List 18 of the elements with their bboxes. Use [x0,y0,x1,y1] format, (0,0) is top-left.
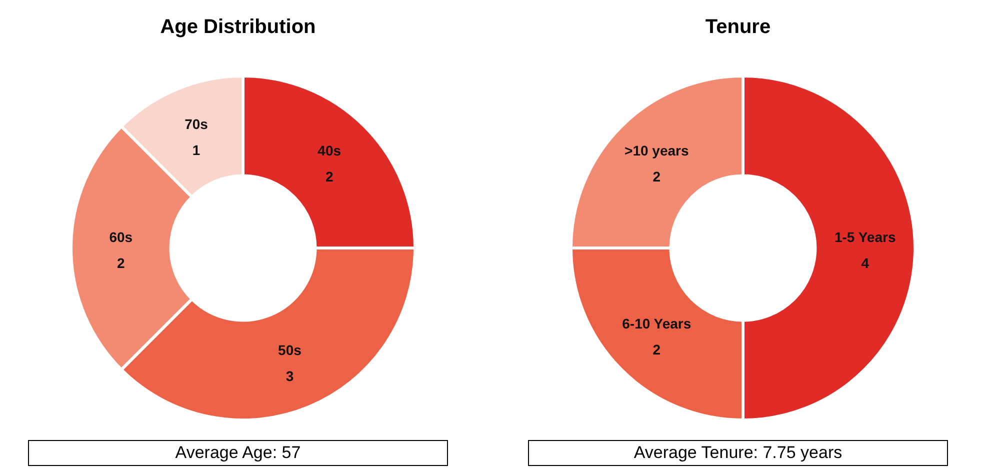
slice-label: 70s [184,116,208,132]
data-label: 2 [652,168,661,185]
data-label: 2 [325,168,334,185]
slice-label: 50s [278,342,302,358]
slice-label: 1-5 Years [834,229,896,245]
data-label: 2 [116,255,125,271]
slice-label: 60s [109,229,133,245]
text: Average Tenure: 7.75 years [528,440,948,466]
text: Average Age: 57 [28,440,448,466]
data-label: 1 [192,142,200,158]
data-label: 4 [861,255,870,271]
slice-label: >10 years [624,142,689,159]
slice-label: 6-10 Years [622,315,692,332]
chart-title: Tenure [704,16,772,39]
chart-title: Age Distribution [159,16,317,39]
slice-label: 40s [318,142,342,159]
data-label: 2 [652,341,661,358]
data-label: 3 [286,368,294,384]
